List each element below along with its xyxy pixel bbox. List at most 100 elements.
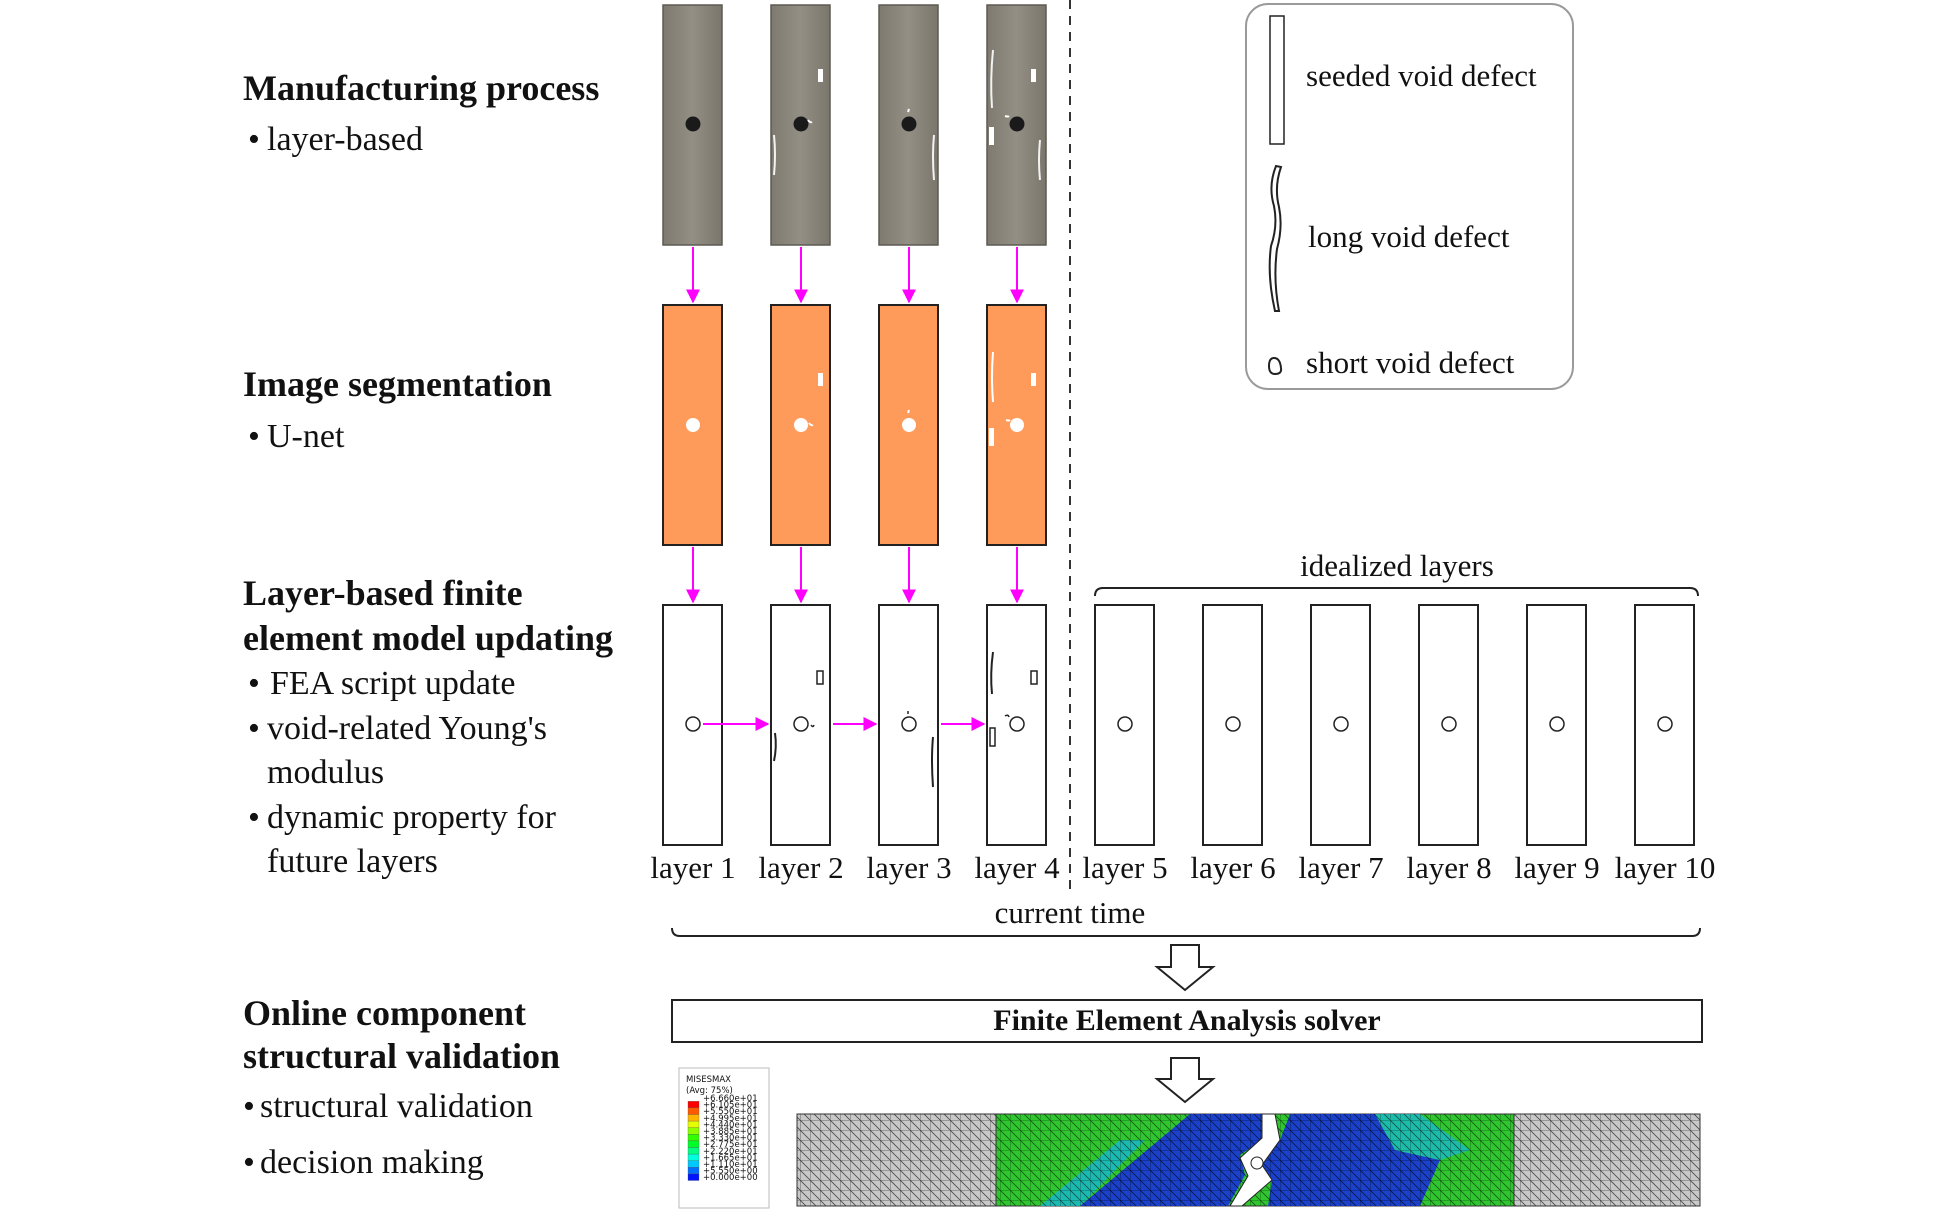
fe-updating-title-line1: Layer-based finite — [243, 573, 523, 613]
stress-region-left — [1080, 1114, 1265, 1206]
layer-label-1: layer 1 — [650, 850, 735, 885]
contour-value-label: +0.000e+00 — [703, 1173, 758, 1183]
fe-layer-5 — [1094, 604, 1155, 846]
contour-scale: +6.660e+01+6.105e+01+5.550e+01+4.995e+01… — [687, 1094, 758, 1183]
long-void — [931, 736, 934, 788]
seeded-void — [1333, 716, 1349, 732]
idealized-layers-label: idealized layers — [1300, 548, 1494, 583]
contour-value-label: +6.660e+01 — [703, 1094, 758, 1104]
contour-legend-subtitle: (Avg: 75%) — [686, 1086, 733, 1096]
section-validation: Online component structural validation •… — [243, 993, 560, 1181]
layer-label-9: layer 9 — [1514, 850, 1599, 885]
fe-layer-row — [662, 604, 1695, 846]
contour-color-swatch — [687, 1134, 700, 1142]
contour-color-swatch — [687, 1167, 700, 1175]
contour-value-label: +2.220e+01 — [703, 1147, 758, 1157]
short-void — [989, 727, 996, 747]
bullet-structural-validation: structural validation — [260, 1088, 533, 1125]
seeded-void — [793, 716, 809, 732]
seeded-void — [1117, 716, 1133, 732]
stress-region-transition — [1040, 1140, 1145, 1206]
arrows-photo-to-segmentation — [686, 247, 1024, 304]
layer-label-6: layer 6 — [1190, 850, 1275, 885]
fe-layer-2 — [770, 604, 831, 846]
bullet-dot: • — [248, 665, 260, 702]
contour-color-swatch — [687, 1127, 700, 1135]
bullet-decision-making: decision making — [260, 1144, 484, 1181]
fracture-void — [1250, 1156, 1264, 1170]
contour-value-label: +2.775e+01 — [703, 1140, 758, 1150]
seeded-void — [1009, 716, 1025, 732]
segmentation-layer-2 — [770, 304, 831, 546]
contour-value-label: +4.440e+01 — [703, 1120, 758, 1130]
bullet-dot: • — [248, 710, 260, 747]
section-fe-updating: Layer-based finite element model updatin… — [243, 573, 613, 880]
seeded-void — [685, 716, 701, 732]
stress-region-transition — [1375, 1114, 1470, 1160]
bullet-dot: • — [248, 121, 260, 158]
contour-color-swatch — [687, 1101, 700, 1109]
contour-color-swatch — [687, 1114, 700, 1122]
seeded-void — [901, 716, 917, 732]
contour-value-label: +4.995e+01 — [703, 1114, 758, 1124]
bullet-layer-based: layer-based — [267, 121, 423, 158]
arrows-segmentation-to-fe — [686, 547, 1024, 604]
contour-color-swatch — [687, 1173, 700, 1181]
bullet-dot: • — [243, 1088, 255, 1125]
fe-layer-9 — [1526, 604, 1587, 846]
bullet-unet: U-net — [267, 418, 345, 455]
legend-long-void: long void defect — [1308, 219, 1510, 254]
seeded-void — [1549, 716, 1565, 732]
validation-title-line2: structural validation — [243, 1036, 560, 1076]
fe-layer-8 — [1418, 604, 1479, 846]
down-arrow-icon — [1154, 1057, 1216, 1104]
mesh-grip-right — [1513, 1113, 1701, 1207]
segmentation-row — [662, 304, 1047, 546]
fe-mesh-result — [796, 1113, 1701, 1207]
section-segmentation: Image segmentation • U-net — [243, 364, 552, 455]
contour-color-swatch — [687, 1153, 700, 1161]
photo-layer-4 — [986, 4, 1047, 246]
long-void — [990, 651, 994, 695]
fea-solver-box: Finite Element Analysis solver — [671, 999, 1703, 1043]
contour-color-swatch — [687, 1107, 700, 1115]
short-void — [816, 670, 824, 685]
photo-layer-3 — [878, 4, 939, 246]
current-time-label: current time — [995, 895, 1146, 930]
defect-legend: seeded void defect long void defect shor… — [1245, 3, 1574, 390]
layer-label-5: layer 5 — [1082, 850, 1167, 885]
fe-updating-title-line2: element model updating — [243, 618, 613, 658]
layer-labels: layer 1 layer 2 layer 3 layer 4 layer 5 … — [650, 850, 1715, 885]
layer-label-3: layer 3 — [866, 850, 951, 885]
layer-label-8: layer 8 — [1406, 850, 1491, 885]
seeded-void-icon — [1269, 15, 1285, 145]
fe-layer-7 — [1310, 604, 1371, 846]
bullet-dot: • — [248, 799, 260, 836]
manufacturing-title: Manufacturing process — [243, 68, 599, 108]
photo-layer-2 — [770, 4, 831, 246]
segmentation-layer-3 — [878, 304, 939, 546]
segmentation-layer-4 — [986, 304, 1047, 546]
seeded-void — [1441, 716, 1457, 732]
idealized-layers-brace: idealized layers — [1094, 548, 1699, 597]
layer-label-10: layer 10 — [1615, 850, 1716, 885]
current-time-brace: current time — [671, 895, 1701, 937]
fea-solver-label: Finite Element Analysis solver — [993, 1004, 1380, 1037]
contour-value-label: +1.665e+01 — [703, 1153, 758, 1163]
bullet-youngs-line2: modulus — [267, 754, 384, 791]
layer-label-2: layer 2 — [758, 850, 843, 885]
contour-legend: MISESMAX (Avg: 75%) +6.660e+01+6.105e+01… — [678, 1067, 770, 1209]
contour-value-label: +3.330e+01 — [703, 1134, 758, 1144]
contour-color-swatch — [687, 1140, 700, 1148]
long-void — [773, 732, 777, 762]
short-void — [1030, 670, 1038, 685]
contour-value-label: +1.110e+01 — [703, 1160, 758, 1170]
segmentation-title: Image segmentation — [243, 364, 552, 404]
bullet-youngs-line1: void-related Young's — [267, 710, 547, 747]
contour-color-swatch — [687, 1120, 700, 1128]
legend-short-void: short void defect — [1306, 345, 1515, 380]
fe-layer-6 — [1202, 604, 1263, 846]
bullet-dot: • — [248, 418, 260, 455]
short-void — [810, 724, 815, 728]
